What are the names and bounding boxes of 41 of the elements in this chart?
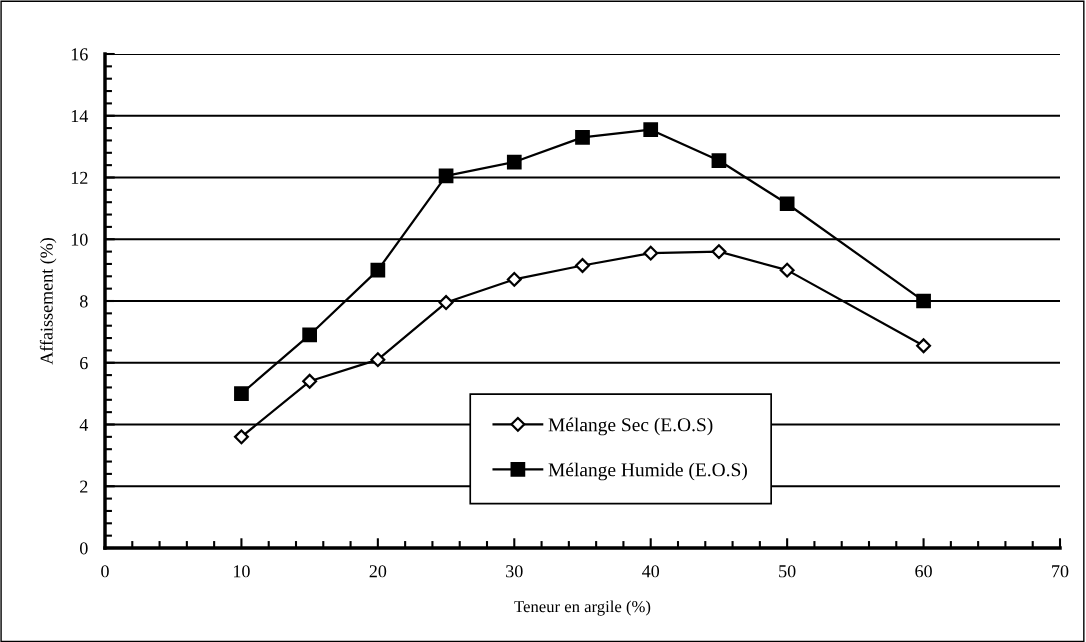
legend-label: Mélange Humide (E.O.S) <box>548 462 747 481</box>
y-tick-label: 12 <box>71 171 88 184</box>
point <box>643 122 659 137</box>
y-tick-label: 4 <box>79 418 89 431</box>
point <box>711 153 727 168</box>
point <box>370 262 386 278</box>
point <box>233 429 249 445</box>
y-tick-label: 8 <box>79 295 88 308</box>
point <box>575 258 590 273</box>
y-tick-label: 2 <box>80 480 88 493</box>
x-tick-label: 40 <box>642 565 660 578</box>
x-tick-label: 0 <box>101 565 109 578</box>
y-tick-label: 10 <box>71 233 88 246</box>
point <box>916 338 932 354</box>
y-tick-label: 16 <box>71 48 88 61</box>
point <box>575 130 590 145</box>
x-tick-label: 70 <box>1052 565 1069 578</box>
point <box>916 293 931 309</box>
point <box>438 295 454 311</box>
x-axis-title: Teneur en argile (%) <box>514 600 651 616</box>
point <box>302 373 318 389</box>
legend-label: Mélange Sec (E.O.S) <box>548 417 713 436</box>
y-tick-label: 14 <box>71 110 89 123</box>
x-tick-label: 10 <box>233 565 250 578</box>
point <box>506 154 522 170</box>
point <box>234 386 249 401</box>
point <box>779 196 795 212</box>
x-tick-label: 60 <box>915 565 932 578</box>
point <box>779 262 795 278</box>
point <box>370 352 386 368</box>
x-tick-label: 20 <box>369 565 387 578</box>
point <box>438 168 454 184</box>
point <box>302 327 317 343</box>
y-axis-title: Affaissement (%) <box>39 238 57 365</box>
point <box>711 244 727 260</box>
point <box>643 245 659 261</box>
point <box>506 271 522 287</box>
x-tick-label: 50 <box>779 565 796 578</box>
y-tick-label: 0 <box>79 542 88 555</box>
x-tick-label: 30 <box>506 565 523 578</box>
y-tick-label: 6 <box>80 357 88 370</box>
